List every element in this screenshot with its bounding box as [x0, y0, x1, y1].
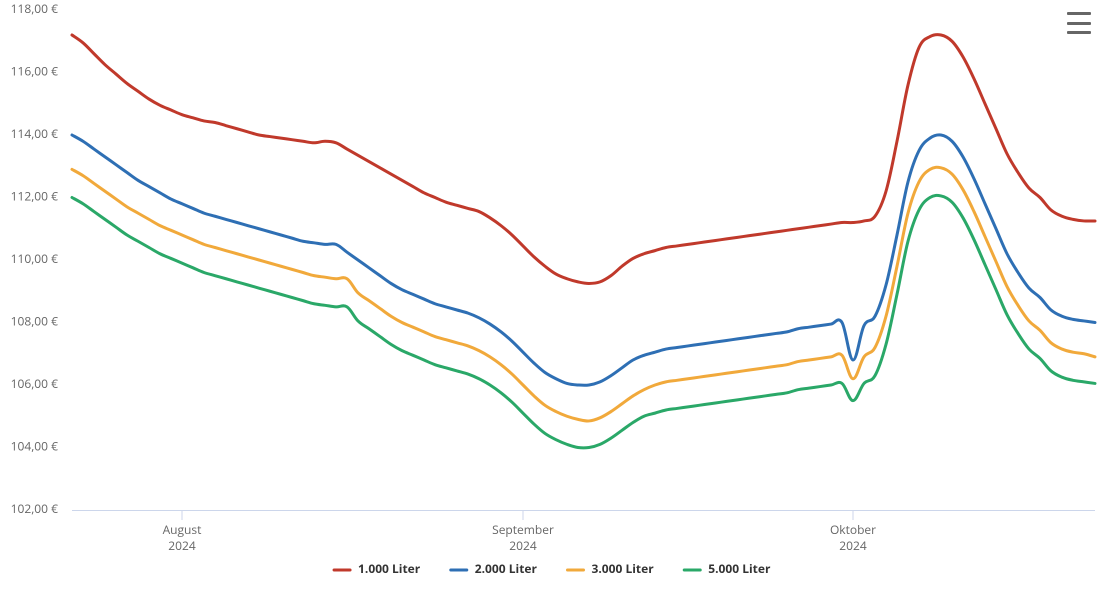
x-axis-tick-label: Oktober [830, 521, 876, 538]
x-axis-tick-sublabel: 2024 [509, 537, 537, 554]
chart-container: { "chart": { "type": "line", "width": 11… [0, 0, 1105, 602]
x-axis-tick-label: August [163, 521, 202, 538]
series-line [72, 35, 1095, 284]
series-line [72, 195, 1095, 448]
series-line [72, 167, 1095, 421]
y-axis-tick-label: 104,00 € [11, 438, 59, 455]
legend-label: 2.000 Liter [475, 560, 538, 577]
y-axis-tick-label: 102,00 € [11, 500, 59, 517]
chart-menu-button[interactable] [1065, 10, 1093, 36]
legend-item[interactable]: 3.000 Liter [568, 560, 655, 577]
y-axis-tick-label: 118,00 € [11, 0, 59, 17]
y-axis-tick-label: 112,00 € [11, 188, 59, 205]
y-axis-tick-label: 114,00 € [11, 125, 59, 142]
y-axis-tick-label: 106,00 € [11, 375, 59, 392]
legend-item[interactable]: 1.000 Liter [334, 560, 421, 577]
price-line-chart: 102,00 € 104,00 € 106,00 € 108,00 € 110,00 €… [0, 0, 1105, 602]
legend-item[interactable]: 5.000 Liter [684, 560, 771, 577]
legend-label: 5.000 Liter [708, 560, 771, 577]
series-line [72, 135, 1095, 385]
y-axis-tick-label: 110,00 € [11, 250, 59, 267]
x-axis-tick-label: September [492, 521, 554, 538]
legend: 1.000 Liter 2.000 Liter 3.000 Liter 5.000 L… [334, 560, 771, 577]
y-axis-tick-label: 116,00 € [11, 63, 59, 80]
legend-item[interactable]: 2.000 Liter [451, 560, 538, 577]
y-axis-tick-label: 108,00 € [11, 313, 59, 330]
legend-label: 3.000 Liter [592, 560, 655, 577]
x-axis-tick-sublabel: 2024 [839, 537, 867, 554]
legend-label: 1.000 Liter [358, 560, 421, 577]
x-axis-tick-sublabel: 2024 [168, 537, 196, 554]
